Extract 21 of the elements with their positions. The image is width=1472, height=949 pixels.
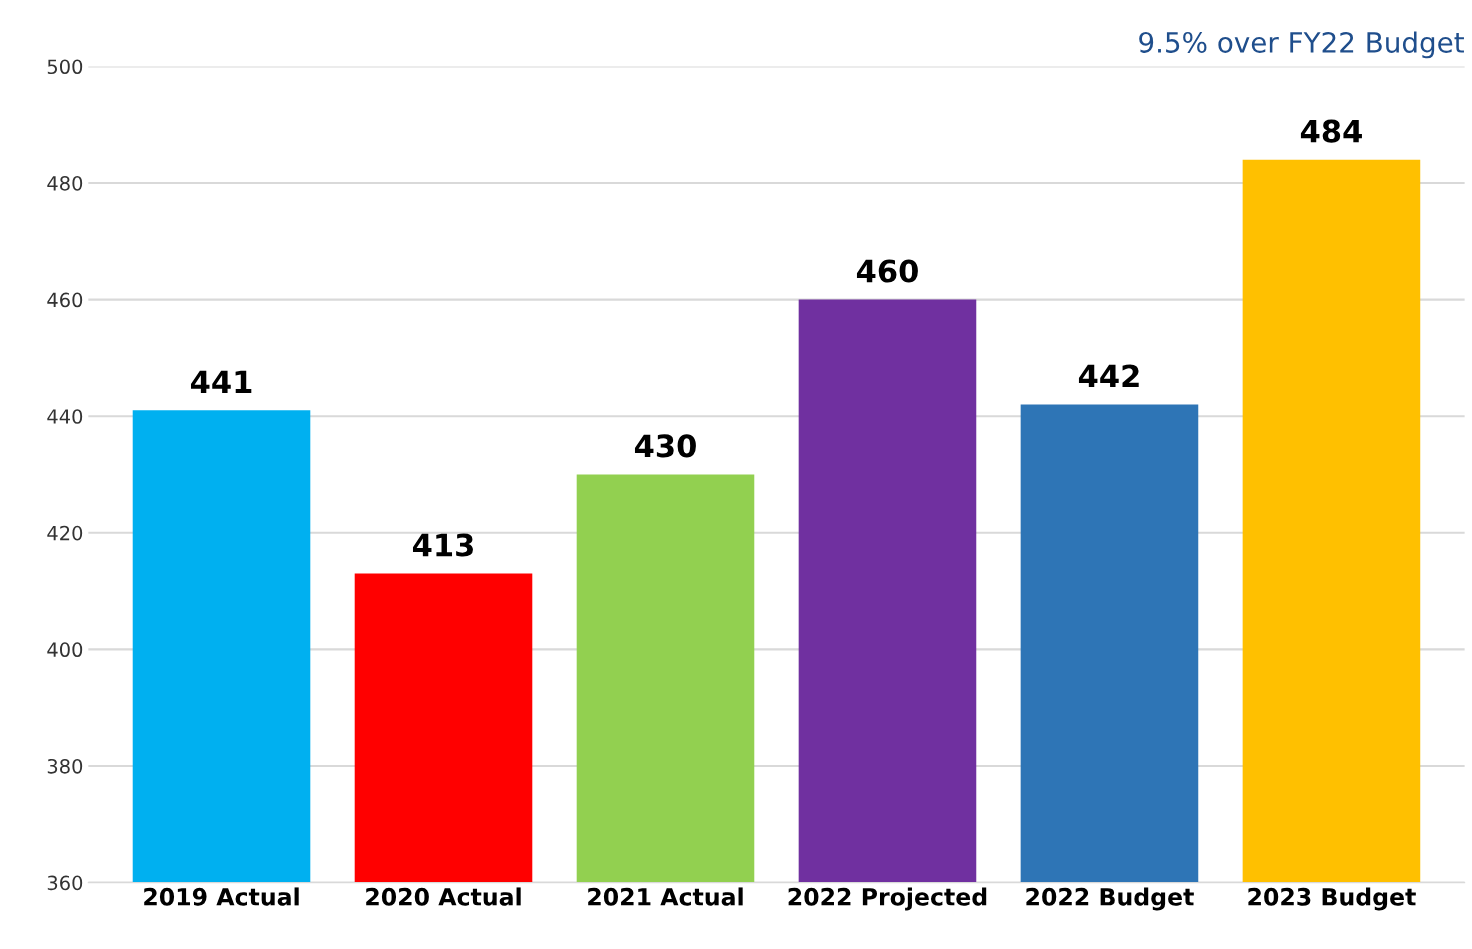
x-tick-label: 2021 Actual [588, 887, 743, 906]
data-label: 413 [412, 533, 473, 557]
y-tick-label: 500 [47, 59, 83, 75]
y-tick-label: 460 [47, 292, 83, 308]
x-tick-label: 2020 Actual [366, 887, 521, 906]
data-label: 430 [634, 434, 696, 458]
x-tick-label: 2022 Budget [1026, 887, 1194, 911]
text: 9.5% over FY22 Budget [1139, 31, 1464, 59]
y-tick-label: 440 [47, 409, 83, 424]
x-tick-label: 2022 Projected [788, 887, 987, 911]
y-tick-label: 420 [47, 525, 83, 541]
y-tick-label: 380 [47, 758, 83, 774]
data-label: 441 [191, 370, 252, 393]
data-label: 442 [1078, 364, 1139, 388]
y-tick-label: 360 [47, 875, 83, 891]
data-label: 460 [856, 259, 918, 283]
x-tick-label: 2019 Actual [144, 887, 299, 906]
x-tick-label: 2023 Budget [1248, 887, 1416, 911]
y-tick-label: 480 [47, 175, 83, 191]
y-tick-label: 400 [47, 642, 83, 658]
data-label: 484 [1300, 119, 1362, 143]
